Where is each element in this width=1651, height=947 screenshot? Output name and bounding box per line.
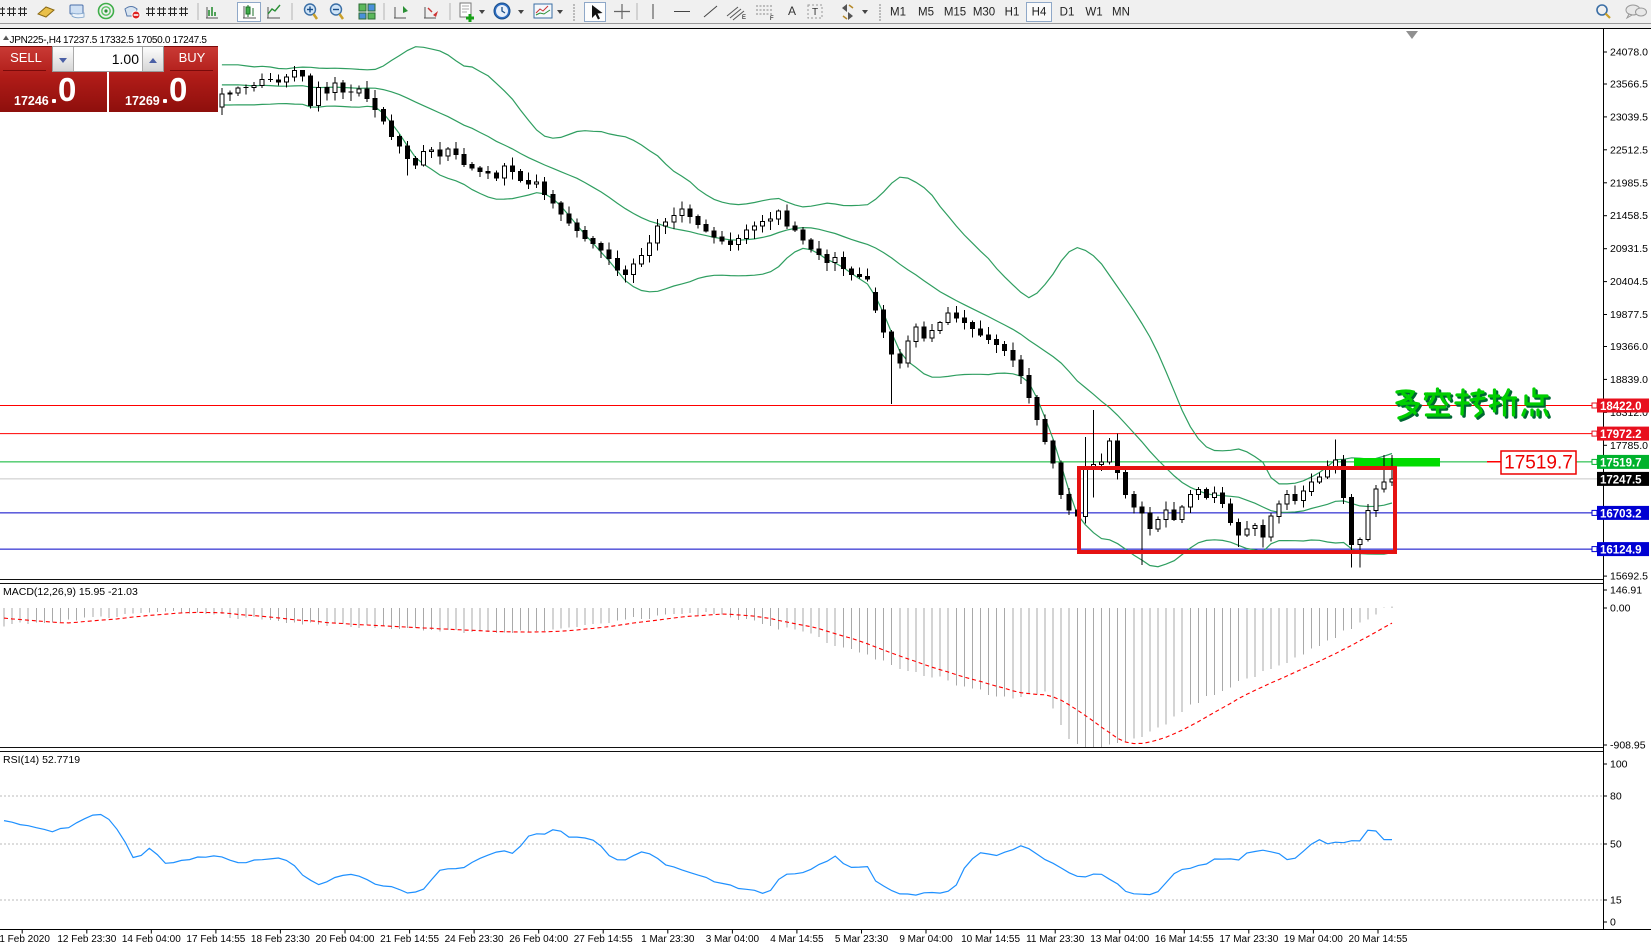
svg-text:16 Mar 14:55: 16 Mar 14:55 — [1155, 934, 1214, 945]
svg-text:JPN225-,H4: JPN225-,H4 — [10, 35, 62, 46]
svg-text:18 Feb 23:30: 18 Feb 23:30 — [251, 934, 310, 945]
svg-text:17785.0: 17785.0 — [1610, 440, 1648, 452]
svg-text:9 Mar 04:00: 9 Mar 04:00 — [899, 934, 953, 945]
svg-text:21 Feb 14:55: 21 Feb 14:55 — [380, 934, 439, 945]
svg-text:M15: M15 — [944, 7, 966, 19]
svg-text:146.91: 146.91 — [1610, 585, 1642, 597]
svg-text:17972.2: 17972.2 — [1600, 429, 1642, 441]
svg-text:22512.5: 22512.5 — [1610, 144, 1648, 156]
svg-text:17 Mar 23:30: 17 Mar 23:30 — [1219, 934, 1278, 945]
svg-text:19366.0: 19366.0 — [1610, 341, 1648, 353]
svg-text:100: 100 — [1610, 759, 1628, 771]
svg-text:H1: H1 — [1005, 7, 1020, 19]
svg-text:17519.7: 17519.7 — [1504, 453, 1573, 474]
svg-text:1 Mar 23:30: 1 Mar 23:30 — [641, 934, 695, 945]
svg-text:10 Mar 14:55: 10 Mar 14:55 — [961, 934, 1020, 945]
svg-text:RSI(14) 52.7719: RSI(14) 52.7719 — [3, 754, 80, 766]
svg-text:14 Feb 04:00: 14 Feb 04:00 — [122, 934, 181, 945]
svg-text:16703.2: 16703.2 — [1600, 508, 1642, 520]
svg-text:50: 50 — [1610, 839, 1622, 851]
svg-text:18839.0: 18839.0 — [1610, 374, 1648, 386]
svg-text:13 Mar 04:00: 13 Mar 04:00 — [1090, 934, 1149, 945]
svg-text:20931.5: 20931.5 — [1610, 243, 1648, 255]
svg-text:17237.5 17332.5 17050.0 17247.: 17237.5 17332.5 17050.0 17247.5 — [63, 35, 207, 46]
svg-text:17247.5: 17247.5 — [1600, 474, 1642, 486]
svg-text:24078.0: 24078.0 — [1610, 47, 1648, 59]
svg-text:20 Mar 14:55: 20 Mar 14:55 — [1349, 934, 1408, 945]
svg-text:D1: D1 — [1060, 7, 1075, 19]
svg-text:80: 80 — [1610, 791, 1622, 803]
svg-text:E: E — [742, 15, 746, 21]
svg-text:23039.5: 23039.5 — [1610, 111, 1648, 123]
svg-text:MN: MN — [1112, 7, 1130, 19]
svg-text:26 Feb 04:00: 26 Feb 04:00 — [509, 934, 568, 945]
svg-text:4 Mar 14:55: 4 Mar 14:55 — [770, 934, 824, 945]
svg-text:F: F — [770, 16, 774, 22]
svg-text:M30: M30 — [973, 7, 995, 19]
svg-text:0.00: 0.00 — [1610, 603, 1631, 615]
svg-text:27 Feb 14:55: 27 Feb 14:55 — [574, 934, 633, 945]
svg-text:19877.5: 19877.5 — [1610, 309, 1648, 321]
svg-text:20 Feb 04:00: 20 Feb 04:00 — [316, 934, 375, 945]
svg-text:0: 0 — [1610, 917, 1616, 929]
svg-text:23566.5: 23566.5 — [1610, 79, 1648, 91]
svg-text:18422.0: 18422.0 — [1600, 401, 1642, 413]
svg-text:MACD(12,26,9) 15.95 -21.03: MACD(12,26,9) 15.95 -21.03 — [3, 586, 138, 598]
svg-text:11 Feb 2020: 11 Feb 2020 — [0, 934, 50, 945]
svg-text:12 Feb 23:30: 12 Feb 23:30 — [57, 934, 116, 945]
svg-text:15692.5: 15692.5 — [1610, 571, 1648, 583]
svg-text:11 Mar 23:30: 11 Mar 23:30 — [1026, 934, 1085, 945]
svg-text:M1: M1 — [890, 7, 906, 19]
svg-text:17 Feb 14:55: 17 Feb 14:55 — [186, 934, 245, 945]
svg-text:17519.7: 17519.7 — [1600, 457, 1642, 469]
svg-text:24 Feb 23:30: 24 Feb 23:30 — [445, 934, 504, 945]
svg-text:15: 15 — [1610, 895, 1622, 907]
svg-text:-908.95: -908.95 — [1610, 740, 1646, 752]
svg-text:5 Mar 23:30: 5 Mar 23:30 — [835, 934, 889, 945]
svg-text:3 Mar 04:00: 3 Mar 04:00 — [706, 934, 760, 945]
svg-text:M5: M5 — [918, 7, 934, 19]
svg-text:20404.5: 20404.5 — [1610, 276, 1648, 288]
svg-text:A: A — [788, 4, 796, 18]
svg-text:16124.9: 16124.9 — [1600, 545, 1642, 557]
svg-text:T: T — [812, 7, 818, 18]
svg-text:21458.5: 21458.5 — [1610, 210, 1648, 222]
svg-text:W1: W1 — [1085, 7, 1102, 19]
svg-text:19 Mar 04:00: 19 Mar 04:00 — [1284, 934, 1343, 945]
svg-text:H4: H4 — [1032, 7, 1047, 19]
svg-text:21985.5: 21985.5 — [1610, 177, 1648, 189]
